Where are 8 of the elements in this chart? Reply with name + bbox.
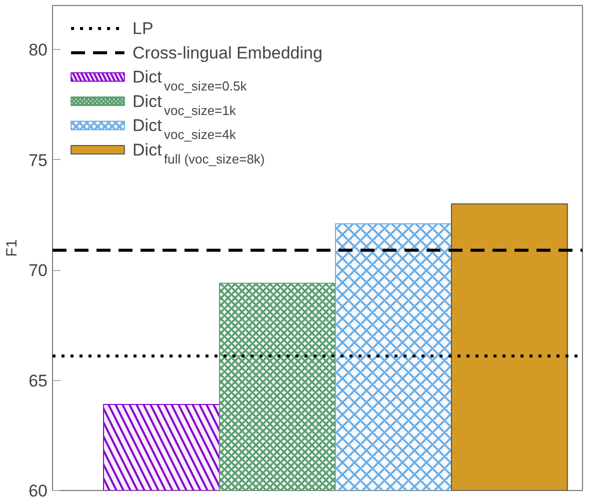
- y-tick-label: 75: [28, 150, 48, 170]
- y-tick-label: 80: [28, 40, 48, 60]
- legend-label: LP: [132, 19, 154, 38]
- y-tick-label: 60: [28, 482, 48, 500]
- y-tick-label: 70: [28, 261, 48, 280]
- y-tick-label: 65: [28, 371, 48, 390]
- y-axis-title: F1: [4, 239, 21, 257]
- legend-label: Cross-lingual Embedding: [132, 43, 322, 62]
